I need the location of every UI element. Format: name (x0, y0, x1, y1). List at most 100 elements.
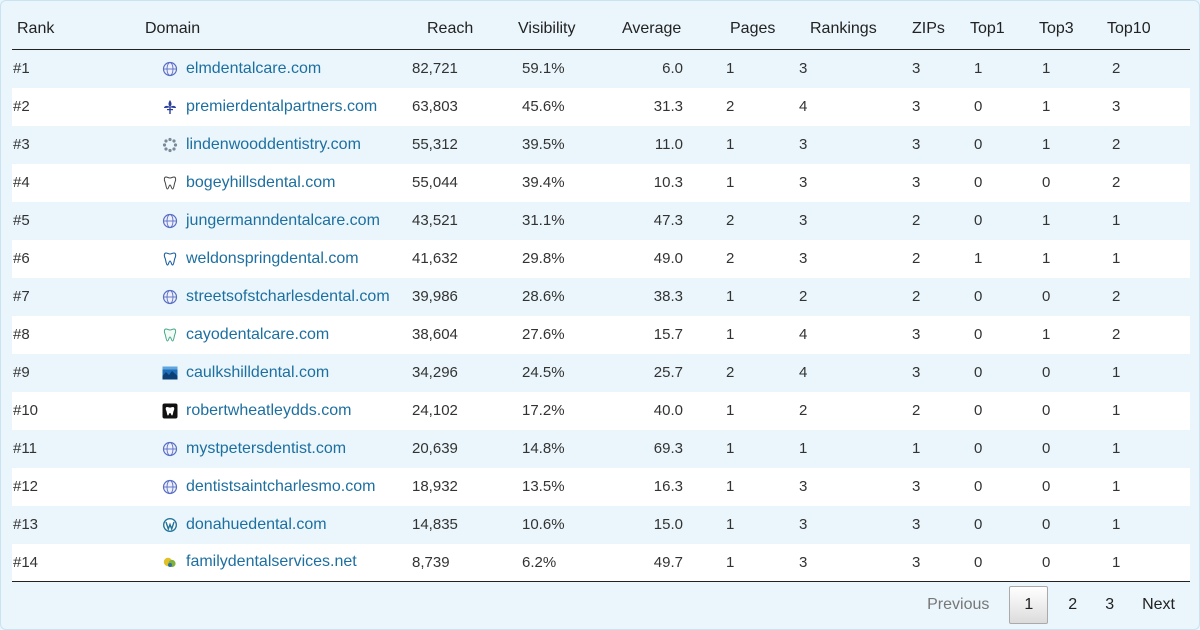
top3-cell: 1 (1042, 136, 1051, 153)
table-row: #12 dentistsaintcharlesmo.com 18,932 13.5% 1… (12, 467, 1190, 506)
rank-cell: #14 (12, 543, 84, 582)
domain-link[interactable]: dentistsaintcharlesmo.com (186, 477, 376, 495)
pages-cell: 2 (726, 364, 735, 381)
top1-cell: 0 (974, 440, 983, 457)
header-rank[interactable]: Rank (12, 9, 84, 50)
top3-cell: 1 (1042, 326, 1051, 343)
zips-cell: 3 (912, 364, 921, 381)
top1-cell: 1 (974, 60, 983, 78)
visibility-cell: 14.8% (522, 440, 565, 457)
domain-link[interactable]: weldonspringdental.com (186, 249, 359, 267)
zips-cell: 2 (912, 402, 921, 419)
top10-cell: 2 (1112, 288, 1121, 305)
top10-cell: 1 (1112, 364, 1121, 381)
top1-cell: 0 (974, 402, 983, 419)
domain-link[interactable]: caulkshilldental.com (186, 363, 330, 381)
globe-icon (162, 441, 178, 457)
top3-cell: 0 (1042, 440, 1051, 457)
top3-cell: 1 (1042, 60, 1051, 78)
domain-link[interactable]: robertwheatleydds.com (186, 401, 352, 419)
average-cell: 38.3 (653, 288, 683, 305)
zips-cell: 2 (912, 288, 921, 305)
header-domain[interactable]: Domain (84, 9, 412, 50)
average-cell: 40.0 (653, 402, 683, 419)
average-cell: 31.3 (653, 98, 683, 115)
reach-cell: 63,803 (412, 98, 458, 115)
domain-link[interactable]: familydentalservices.net (186, 553, 357, 571)
top10-cell: 1 (1112, 212, 1121, 229)
domain-link[interactable]: jungermanndentalcare.com (186, 211, 380, 229)
domain-link[interactable]: bogeyhillsdental.com (186, 173, 336, 191)
page-3-button[interactable]: 3 (1105, 596, 1115, 613)
domain-cell: mystpetersdentist.com (84, 430, 412, 468)
domain-link[interactable]: donahuedental.com (186, 515, 327, 533)
top1-cell: 0 (974, 174, 983, 191)
average-cell: 25.7 (653, 364, 683, 381)
average-cell: 47.3 (653, 212, 683, 229)
visibility-cell: 17.2% (522, 402, 565, 419)
average-cell: 11.0 (654, 136, 683, 153)
pages-cell: 1 (714, 543, 794, 582)
visibility-cell: 13.5% (522, 478, 565, 495)
tooth-green-icon (162, 327, 178, 343)
globe-icon (162, 479, 178, 495)
reach-cell: 39,986 (412, 288, 458, 305)
table-row: #5 jungermanndentalcare.com 43,521 31.1% 47.… (12, 201, 1190, 240)
page-2-button[interactable]: 2 (1068, 596, 1078, 613)
zips-cell: 3 (912, 478, 921, 495)
rank-cell: #6 (13, 250, 30, 267)
table-row: #4 bogeyhillsdental.com 55,044 39.4% 10.3 1 3 3… (12, 163, 1190, 202)
header-top1[interactable]: Top1 (968, 9, 1036, 50)
tooth-black-icon (162, 403, 178, 419)
next-page-button[interactable]: Next (1142, 596, 1175, 613)
table-row: #2 premierdentalpartners.com 63,803 45.6% 31… (12, 87, 1190, 126)
domain-link[interactable]: elmdentalcare.com (186, 59, 322, 77)
globe-icon (162, 61, 178, 77)
zips-cell: 2 (912, 212, 921, 229)
header-average[interactable]: Average (622, 9, 714, 50)
top3-cell: 0 (1042, 288, 1051, 305)
top10-cell: 2 (1112, 136, 1121, 153)
visibility-cell: 6.2% (518, 543, 622, 582)
zips-cell: 3 (912, 326, 921, 343)
average-cell: 49.7 (622, 543, 714, 582)
domain-link[interactable]: streetsofstcharlesdental.com (186, 287, 390, 305)
pages-cell: 2 (726, 98, 735, 115)
tooth-icon (162, 175, 178, 191)
top3-cell: 1 (1042, 98, 1051, 115)
visibility-cell: 31.1% (522, 212, 565, 229)
pages-cell: 2 (726, 250, 735, 267)
top3-cell: 0 (1042, 402, 1051, 419)
page-1-button[interactable]: 1 (1009, 586, 1049, 624)
rank-cell: #8 (13, 326, 30, 343)
domain-cell: bogeyhillsdental.com (84, 164, 412, 202)
pages-cell: 1 (726, 516, 735, 533)
visibility-cell: 10.6% (522, 516, 565, 533)
header-zips[interactable]: ZIPs (896, 9, 968, 50)
top1-cell: 0 (974, 98, 983, 115)
domain-link[interactable]: cayodentalcare.com (186, 325, 330, 343)
header-reach[interactable]: Reach (412, 9, 518, 50)
zips-cell: 1 (912, 440, 921, 457)
domain-link[interactable]: lindenwooddentistry.com (186, 135, 361, 153)
rankings-cell: 3 (799, 478, 808, 495)
domain-cell: premierdentalpartners.com (84, 88, 412, 126)
top3-cell: 1 (1042, 250, 1051, 267)
previous-page-button[interactable]: Previous (927, 596, 990, 613)
header-rankings[interactable]: Rankings (794, 9, 896, 50)
rank-cell: #2 (13, 98, 30, 115)
top10-cell: 3 (1112, 98, 1121, 115)
header-top10[interactable]: Top10 (1104, 9, 1190, 50)
visibility-cell: 28.6% (522, 288, 565, 305)
domain-link[interactable]: premierdentalpartners.com (186, 97, 378, 115)
header-pages[interactable]: Pages (714, 9, 794, 50)
average-cell: 15.7 (653, 326, 683, 343)
header-visibility[interactable]: Visibility (518, 9, 622, 50)
domain-cell: cayodentalcare.com (84, 316, 412, 354)
top1-cell: 0 (974, 136, 983, 153)
domain-link[interactable]: mystpetersdentist.com (186, 439, 347, 457)
reach-cell: 38,604 (412, 326, 458, 343)
table-header-row: Rank Domain Reach Visibility Average Pag… (12, 9, 1190, 50)
header-top3[interactable]: Top3 (1036, 9, 1104, 50)
visibility-cell: 59.1% (522, 60, 565, 78)
